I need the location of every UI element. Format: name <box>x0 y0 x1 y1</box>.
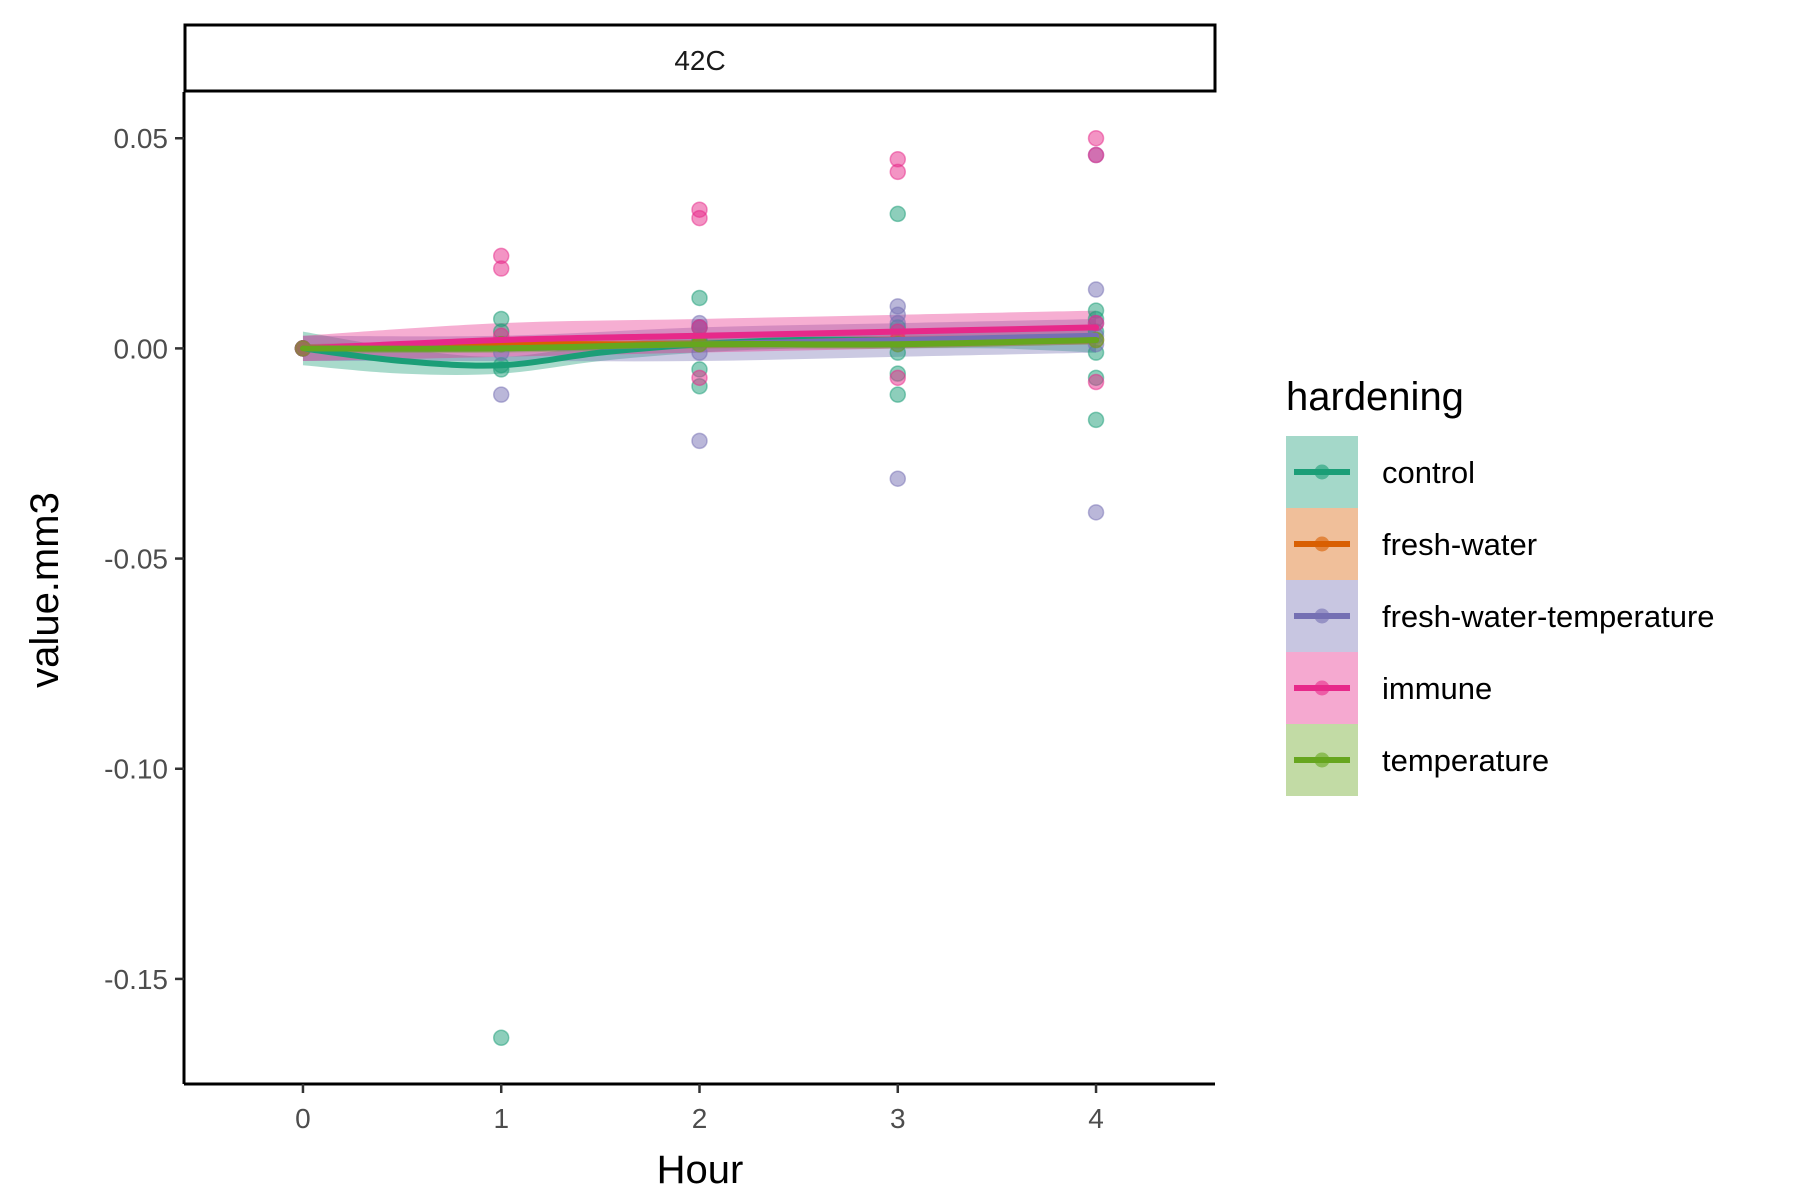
y-axis-title: value.mm3 <box>23 492 67 688</box>
legend-key-point <box>1314 752 1330 768</box>
x-axis-title: Hour <box>657 1148 744 1192</box>
facet-strip-label: 42C <box>674 45 725 76</box>
legend-label: control <box>1382 455 1475 490</box>
x-tick-label: 1 <box>493 1103 509 1134</box>
y-tick-label: -0.10 <box>104 754 168 785</box>
x-axis-ticks: 0 1 2 3 4 <box>295 1084 1104 1134</box>
data-point-fresh-water-temperature <box>1087 504 1105 521</box>
x-tick-label: 2 <box>692 1103 708 1134</box>
data-point-immune <box>691 369 708 387</box>
legend-title: hardening <box>1286 375 1464 419</box>
smooth-lines <box>299 324 1100 369</box>
smooth-line-immune <box>299 324 1100 352</box>
data-point-control <box>691 289 708 307</box>
data-point-immune <box>889 369 907 387</box>
y-tick-label: 0.00 <box>114 333 169 364</box>
legend-key-point <box>1314 680 1330 696</box>
legend-item-immune: immune <box>1286 652 1492 724</box>
data-point-immune <box>691 319 708 336</box>
smooth-line-temperature <box>299 337 1100 352</box>
y-tick-label: 0.05 <box>114 123 169 154</box>
legend-key-point <box>1314 464 1330 480</box>
data-point-immune <box>889 163 907 181</box>
data-point-immune <box>691 209 708 227</box>
legend-items: control fresh-water fresh-water-temperatur… <box>1286 436 1715 796</box>
legend: hardening control fresh-water fresh-water-… <box>1286 375 1715 796</box>
legend-label: fresh-water-temperature <box>1382 599 1715 634</box>
data-point-immune <box>1087 146 1105 164</box>
data-point-fresh-water-temperature <box>1087 281 1105 298</box>
data-point-control <box>889 205 907 223</box>
data-point-control <box>1087 411 1105 429</box>
legend-item-fresh-water-temperature: fresh-water-temperature <box>1286 580 1715 652</box>
legend-item-temperature: temperature <box>1286 724 1549 796</box>
legend-label: fresh-water <box>1382 527 1537 562</box>
legend-item-fresh-water: fresh-water <box>1286 508 1537 580</box>
x-tick-label: 0 <box>295 1103 311 1134</box>
y-axis-ticks: 0.05 0.00 -0.05 -0.10 -0.15 <box>104 123 184 995</box>
legend-label: immune <box>1382 671 1492 706</box>
facet-strip: 42C <box>183 23 1217 93</box>
data-point-immune <box>1087 129 1105 147</box>
data-point-control <box>492 1029 510 1047</box>
y-tick-label: -0.15 <box>104 964 168 995</box>
data-point-immune <box>1087 373 1105 391</box>
data-point-fresh-water-temperature <box>889 470 907 487</box>
data-point-immune <box>492 260 510 277</box>
legend-key-point <box>1314 608 1330 624</box>
x-tick-label: 3 <box>890 1103 906 1134</box>
y-tick-label: -0.05 <box>104 544 168 575</box>
data-point-fresh-water-temperature <box>492 386 510 403</box>
x-tick-label: 4 <box>1088 1103 1104 1134</box>
data-point-control <box>889 386 907 403</box>
data-point-fresh-water-temperature <box>691 432 708 450</box>
legend-item-control: control <box>1286 436 1475 508</box>
legend-key-point <box>1314 536 1330 552</box>
legend-label: temperature <box>1382 743 1549 778</box>
